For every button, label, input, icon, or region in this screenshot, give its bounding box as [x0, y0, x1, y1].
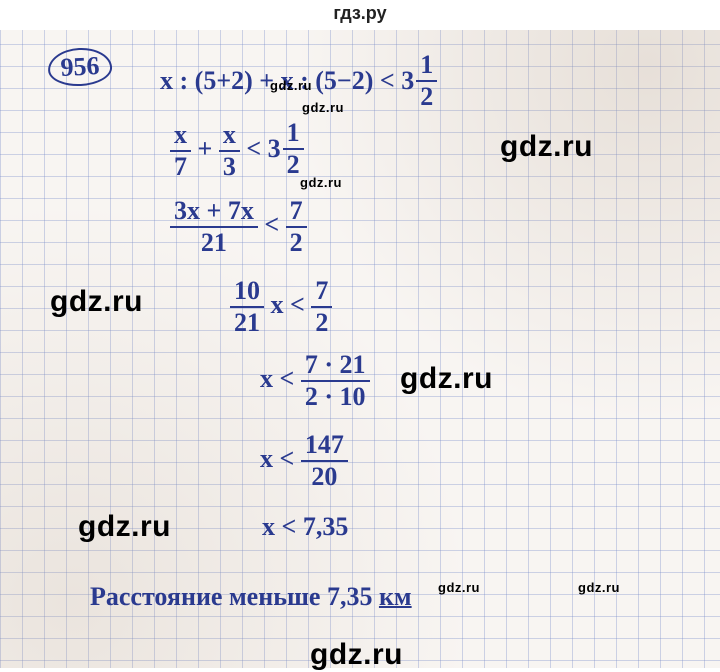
equation-line-1: x : (5+2) + x : (5−2) < 3 1 2: [160, 50, 437, 112]
equation-line-7: x < 7,35: [262, 512, 348, 542]
l1-mixed: 3 1 2: [401, 50, 437, 112]
l3-frac1: 3x + 7x 21: [170, 196, 258, 258]
l2-mixed-whole: 3: [268, 134, 281, 164]
l1-pre: x : (5+2) + x : (5−2) <: [160, 66, 401, 95]
l1-mixed-num: 1: [416, 50, 437, 80]
l6-f1d: 20: [301, 460, 348, 492]
l3-frac2: 7 2: [286, 196, 307, 258]
l4-f2d: 2: [311, 306, 332, 338]
l2-plus: +: [198, 134, 219, 163]
equation-line-6: x < 147 20: [260, 430, 348, 492]
l2-mixed-num: 1: [283, 118, 304, 148]
l2-f2n: x: [219, 120, 240, 150]
l2-mixed-den: 2: [283, 148, 304, 180]
problem-number: 956: [60, 51, 100, 82]
l3-f2d: 2: [286, 226, 307, 258]
header-title: гдз.ру: [333, 3, 386, 23]
l3-f1d: 21: [170, 226, 258, 258]
l1-mixed-frac: 1 2: [416, 50, 437, 112]
l7-text: x < 7,35: [262, 512, 348, 541]
l2-f1d: 7: [170, 150, 191, 182]
l2-mixed: 3 1 2: [268, 118, 304, 180]
l2-f1n: x: [170, 120, 191, 150]
equation-line-4: 10 21 x < 7 2: [230, 276, 332, 338]
l2-f2d: 3: [219, 150, 240, 182]
answer-line: Расстояние меньше 7,35 км: [90, 582, 412, 612]
l6-pre: x <: [260, 444, 301, 473]
notebook-page: гдз.ру 956 x : (5+2) + x : (5−2) < 3 1 2…: [0, 0, 720, 668]
l2-mixed-frac: 1 2: [283, 118, 304, 180]
l3-f2n: 7: [286, 196, 307, 226]
l4-mid: x <: [271, 290, 312, 319]
l1-mixed-den: 2: [416, 80, 437, 112]
l3-lt: <: [264, 210, 285, 239]
l6-frac1: 147 20: [301, 430, 348, 492]
l5-pre: x <: [260, 364, 301, 393]
l4-f1d: 21: [230, 306, 264, 338]
answer-value: 7,35: [327, 582, 373, 611]
l4-f1n: 10: [230, 276, 264, 306]
site-header: гдз.ру: [0, 0, 720, 30]
l1-mixed-whole: 3: [401, 66, 414, 96]
l4-frac1: 10 21: [230, 276, 264, 338]
equation-line-3: 3x + 7x 21 < 7 2: [170, 196, 307, 258]
equation-line-5: x < 7 · 21 2 · 10: [260, 350, 370, 412]
l2-frac1: x 7: [170, 120, 191, 182]
l6-f1n: 147: [301, 430, 348, 460]
l3-f1n: 3x + 7x: [170, 196, 258, 226]
l2-frac2: x 3: [219, 120, 240, 182]
l4-f2n: 7: [311, 276, 332, 306]
l2-lt: <: [246, 134, 267, 163]
l5-f1d: 2 · 10: [301, 380, 370, 412]
l4-frac2: 7 2: [311, 276, 332, 338]
answer-unit: км: [379, 582, 412, 611]
l5-f1n: 7 · 21: [301, 350, 370, 380]
equation-line-2: x 7 + x 3 < 3 1 2: [170, 118, 304, 182]
l5-frac1: 7 · 21 2 · 10: [301, 350, 370, 412]
answer-text: Расстояние меньше: [90, 582, 327, 611]
